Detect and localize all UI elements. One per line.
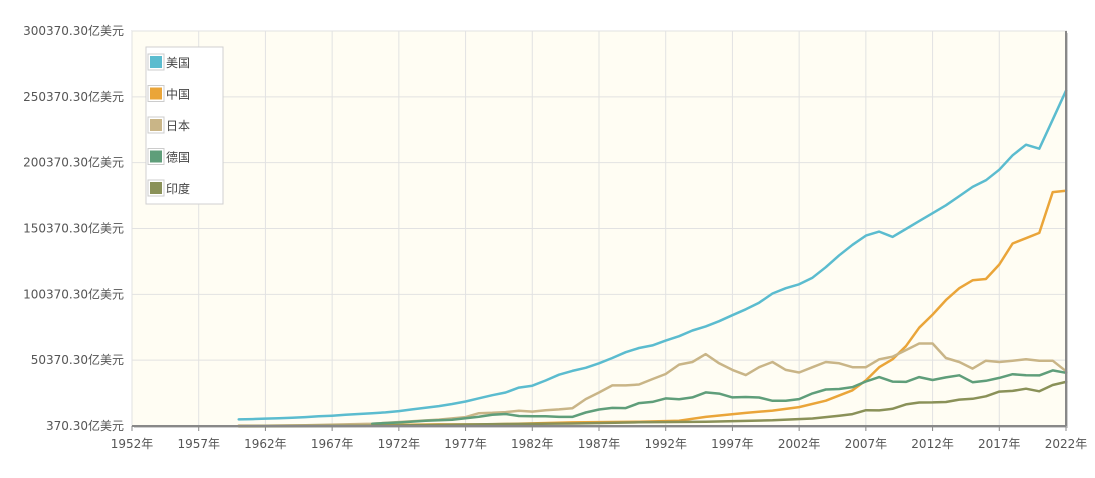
legend-label: 中国 bbox=[166, 87, 190, 102]
series-lines bbox=[237, 89, 1068, 428]
x-tick-label: 1957年 bbox=[177, 437, 220, 451]
series-line bbox=[237, 89, 1068, 421]
legend-swatch bbox=[150, 87, 162, 100]
y-tick-label: 50370.30亿美元 bbox=[31, 352, 124, 367]
x-tick-label: 1977年 bbox=[444, 437, 487, 451]
x-tick-label: 2022年 bbox=[1045, 437, 1088, 451]
y-tick-label: 300370.30亿美元 bbox=[23, 23, 124, 38]
y-tick-label: 250370.30亿美元 bbox=[23, 89, 124, 104]
x-tick-label: 1972年 bbox=[378, 437, 421, 451]
y-tick-label: 100370.30亿美元 bbox=[23, 286, 124, 301]
x-tick-label: 1992年 bbox=[644, 437, 687, 451]
x-tick-label: 2017年 bbox=[978, 437, 1021, 451]
x-tick-label: 1962年 bbox=[244, 437, 287, 451]
x-tick-label: 2007年 bbox=[845, 437, 888, 451]
x-tick-label: 1952年 bbox=[111, 437, 154, 451]
legend-swatch bbox=[150, 56, 162, 68]
series-line bbox=[237, 380, 1068, 428]
y-tick-label: 200370.30亿美元 bbox=[23, 155, 124, 170]
series-line bbox=[237, 342, 1068, 428]
y-tick-label: 150370.30亿美元 bbox=[23, 221, 124, 236]
axes: 370.30亿美元 50370.30亿美元 100370.30亿美元 150370.3… bbox=[23, 23, 1087, 451]
x-tick-label: 1987年 bbox=[578, 437, 621, 451]
x-tick-label: 2012年 bbox=[911, 437, 954, 451]
legend-swatch bbox=[150, 119, 162, 131]
legend-label: 德国 bbox=[166, 150, 190, 165]
legend-swatch bbox=[150, 150, 162, 163]
legend-label: 日本 bbox=[166, 119, 190, 133]
x-tick-label: 2002年 bbox=[778, 437, 821, 451]
series-line bbox=[370, 369, 1068, 425]
legend-swatch bbox=[150, 182, 162, 194]
y-tick-label: 370.30亿美元 bbox=[46, 418, 124, 433]
x-tick-label: 1997年 bbox=[711, 437, 754, 451]
legend-label: 印度 bbox=[166, 181, 190, 196]
x-tick-label: 1982年 bbox=[511, 437, 554, 451]
legend-label: 美国 bbox=[166, 56, 190, 70]
x-tick-label: 1967年 bbox=[311, 437, 354, 451]
